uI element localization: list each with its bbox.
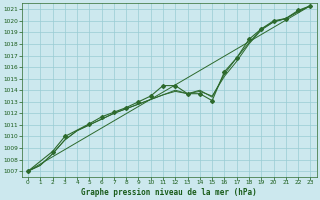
X-axis label: Graphe pression niveau de la mer (hPa): Graphe pression niveau de la mer (hPa) [81, 188, 257, 197]
